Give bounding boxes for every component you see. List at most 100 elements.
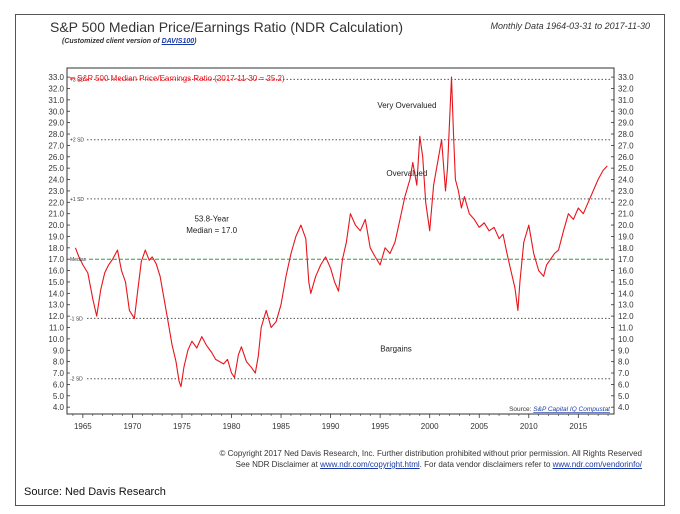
y-tick-label-right: 13.0 xyxy=(618,301,634,310)
grid-layer xyxy=(87,78,610,380)
y-tick-label-right: 12.0 xyxy=(618,312,634,321)
y-tick-label-left: 29.0 xyxy=(48,119,64,128)
y-tick-label-right: 26.0 xyxy=(618,153,634,162)
y-tick-label-right: 22.0 xyxy=(618,198,634,207)
y-tick-label-left: 9.0 xyxy=(53,346,65,355)
y-tick-label-right: 15.0 xyxy=(618,278,634,287)
y-tick-label-right: 29.0 xyxy=(618,119,634,128)
y-tick-label-left: 23.0 xyxy=(48,187,64,196)
davis100-link[interactable]: DAVIS100 xyxy=(161,38,195,45)
x-tick-label: 2010 xyxy=(520,422,538,431)
chart-annotation: Median = 17.0 xyxy=(186,226,237,235)
y-tick-label-left: 26.0 xyxy=(48,153,64,162)
y-tick-label-right: 4.0 xyxy=(618,403,630,412)
y-tick-label-right: 33.0 xyxy=(618,73,634,82)
y-tick-label-left: 30.0 xyxy=(48,107,64,116)
y-tick-label-right: 24.0 xyxy=(618,176,634,185)
y-tick-label-right: 28.0 xyxy=(618,130,634,139)
disclaimer-text-b: . For data vendor disclaimers refer to xyxy=(419,460,553,469)
y-tick-label-right: 9.0 xyxy=(618,346,630,355)
chart-annotation: Bargains xyxy=(380,344,412,353)
chart-annotation: Overvalued xyxy=(386,169,427,178)
y-tick-label-left: 31.0 xyxy=(48,96,64,105)
y-tick-label-right: 23.0 xyxy=(618,187,634,196)
chart-title: S&P 500 Median Price/Earnings Ratio (NDR… xyxy=(50,19,404,35)
y-tick-label-right: 25.0 xyxy=(618,164,634,173)
y-tick-label-right: 30.0 xyxy=(618,107,634,116)
y-tick-label-left: 12.0 xyxy=(48,312,64,321)
credit-source: S&P Capital IQ Compustat xyxy=(533,406,611,413)
y-tick-label-right: 17.0 xyxy=(618,255,634,264)
y-tick-label-right: 16.0 xyxy=(618,267,634,276)
x-tick-label: 1975 xyxy=(173,422,191,431)
pe-series-line xyxy=(74,76,608,388)
chart-annotation: 53.8-Year xyxy=(194,215,229,224)
y-tick-label-right: 10.0 xyxy=(618,335,634,344)
y-tick-label-left: 28.0 xyxy=(48,130,64,139)
y-tick-label-left: 19.0 xyxy=(48,232,64,241)
y-tick-label-left: 20.0 xyxy=(48,221,64,230)
y-tick-label-right: 19.0 xyxy=(618,232,634,241)
sd-label: +2 SD xyxy=(70,138,84,144)
y-tick-label-left: 11.0 xyxy=(49,324,65,333)
subtitle-prefix: (Customized client version of xyxy=(62,38,162,45)
y-tick-label-right: 18.0 xyxy=(618,244,634,253)
sd-label: -1 SD xyxy=(70,316,83,322)
subtitle-suffix: ) xyxy=(194,38,197,45)
y-tick-label-left: 24.0 xyxy=(48,176,64,185)
label-layer: +3 SD +2 SD +1 SD -1 SD -2 SD Median S&P 500 M… xyxy=(70,74,611,413)
copyright-line-2: See NDR Disclaimer at www.ndr.com/copyri… xyxy=(219,459,642,470)
y-tick-label-right: 20.0 xyxy=(618,221,634,230)
y-tick-label-left: 33.0 xyxy=(48,73,64,82)
date-range: Monthly Data 1964-03-31 to 2017-11-30 xyxy=(490,21,650,31)
y-tick-label-right: 27.0 xyxy=(618,141,634,150)
sd-label: +3 SD xyxy=(70,77,84,83)
chart-frame xyxy=(15,14,665,506)
x-tick-label: 1995 xyxy=(371,422,389,431)
y-tick-label-left: 13.0 xyxy=(48,301,64,310)
y-tick-label-left: 27.0 xyxy=(48,141,64,150)
y-tick-label-left: 10.0 xyxy=(48,335,64,344)
copyright-link[interactable]: www.ndr.com/copyright.html xyxy=(320,460,420,469)
copyright-notice: © Copyright 2017 Ned Davis Research, Inc… xyxy=(219,448,642,470)
y-tick-label-left: 32.0 xyxy=(48,84,64,93)
copyright-line-1: © Copyright 2017 Ned Davis Research, Inc… xyxy=(219,449,642,458)
y-tick-label-right: 21.0 xyxy=(618,210,634,219)
y-tick-label-left: 22.0 xyxy=(48,198,64,207)
x-tick-label: 2015 xyxy=(569,422,587,431)
y-tick-label-left: 17.0 xyxy=(48,255,64,264)
disclaimer-text-a: See NDR Disclaimer at xyxy=(235,460,321,469)
y-tick-label-right: 7.0 xyxy=(618,369,630,378)
y-tick-label-left: 8.0 xyxy=(53,358,65,367)
y-tick-label-left: 5.0 xyxy=(53,392,65,401)
x-tick-label: 2005 xyxy=(470,422,488,431)
median-label: Median xyxy=(70,257,87,263)
y-tick-label-right: 32.0 xyxy=(618,84,634,93)
x-tick-label: 1970 xyxy=(124,422,142,431)
sd-label: +1 SD xyxy=(70,197,84,203)
source-note: Source: Ned Davis Research xyxy=(24,486,166,498)
y-tick-label-left: 16.0 xyxy=(48,267,64,276)
y-tick-label-left: 25.0 xyxy=(48,164,64,173)
y-tick-label-left: 18.0 xyxy=(48,244,64,253)
chart-annotation: Very Overvalued xyxy=(377,101,436,110)
axis-layer: 4.0 4.0 5.0 5.0 6.0 6.0 7.0 7.0 8.0 8.0 9.0 9.0 10.0… xyxy=(48,67,634,431)
sd-label: -2 SD xyxy=(70,377,83,383)
y-tick-label-right: 14.0 xyxy=(618,289,634,298)
y-tick-label-right: 31.0 xyxy=(618,96,634,105)
y-tick-label-right: 6.0 xyxy=(618,380,630,389)
y-tick-label-left: 7.0 xyxy=(53,369,65,378)
y-tick-label-left: 4.0 xyxy=(53,403,65,412)
y-tick-label-left: 15.0 xyxy=(48,278,64,287)
y-tick-label-right: 8.0 xyxy=(618,358,630,367)
vendorinfo-link[interactable]: www.ndr.com/vendorinfo/ xyxy=(552,460,642,469)
credit-prefix: Source: xyxy=(509,406,533,413)
y-tick-label-left: 6.0 xyxy=(53,380,65,389)
chart-subtitle: (Customized client version of DAVIS100) xyxy=(62,38,196,45)
x-tick-label: 1990 xyxy=(322,422,340,431)
x-tick-label: 1965 xyxy=(74,422,92,431)
x-tick-label: 2000 xyxy=(421,422,439,431)
legend-label: S&P 500 Median Price/Earnings Ratio (201… xyxy=(77,74,285,83)
series-layer xyxy=(74,76,608,388)
